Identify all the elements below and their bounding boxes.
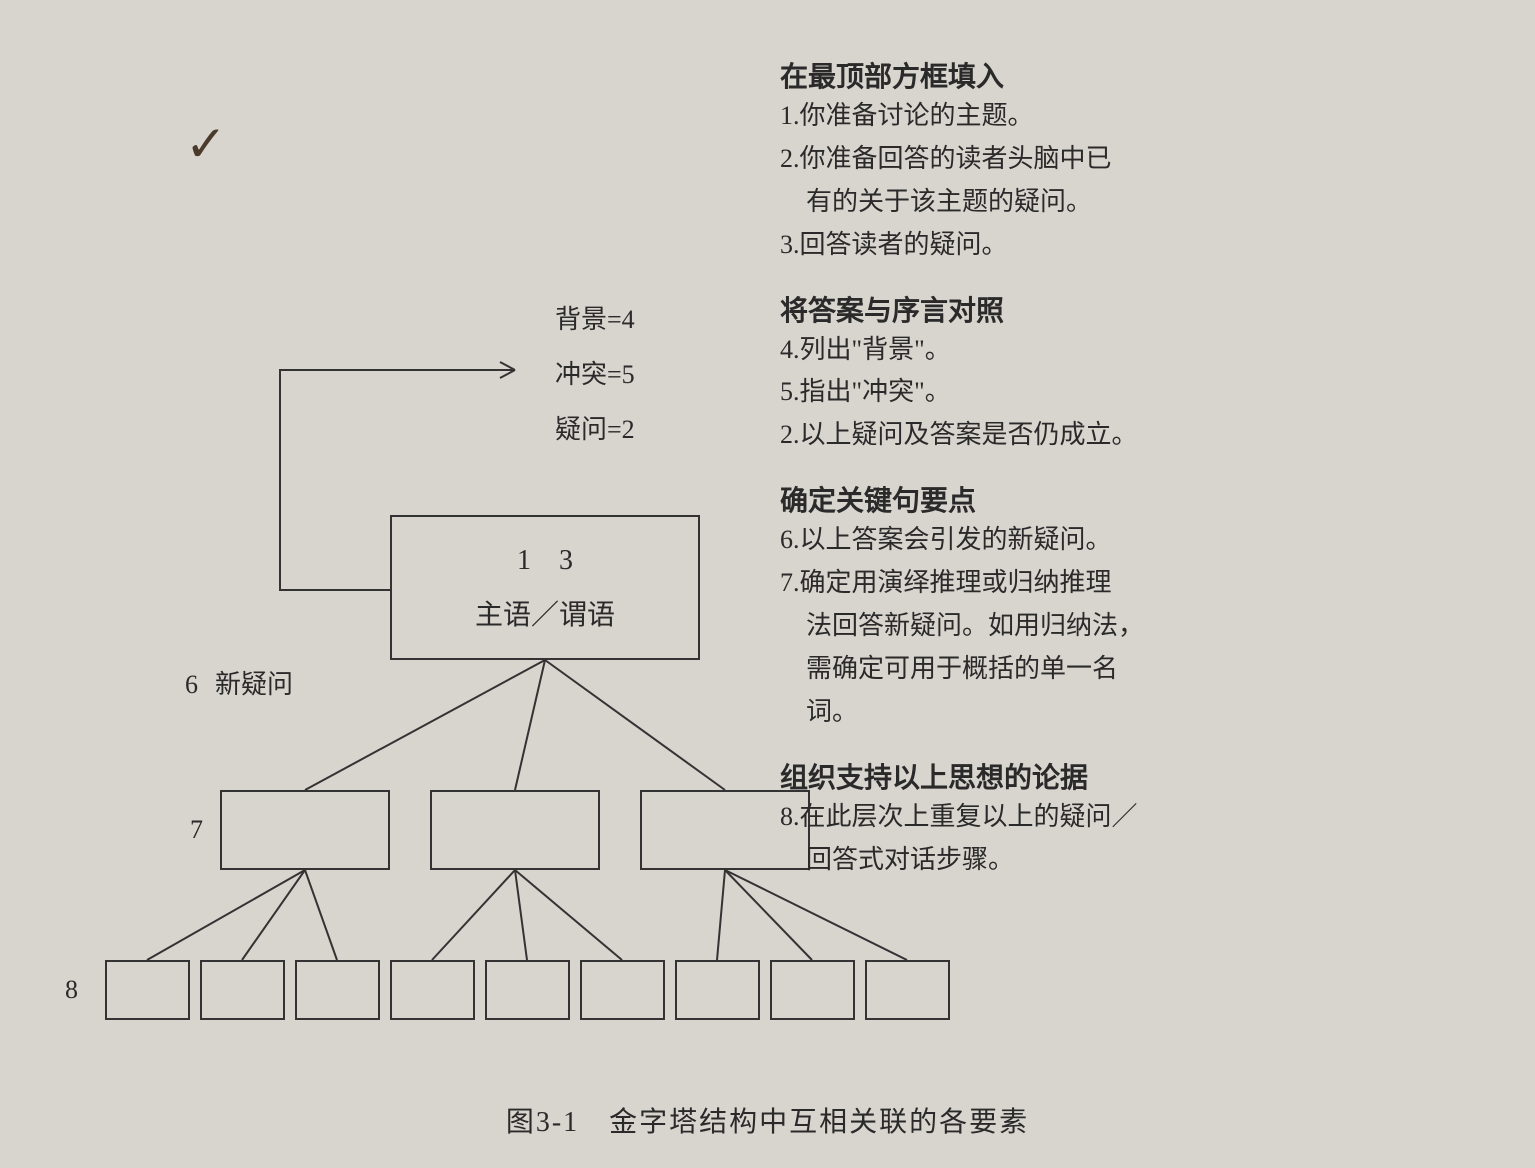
top-box bbox=[390, 515, 700, 660]
sec3-item2d: 词。 bbox=[780, 691, 1230, 734]
bot-box-4 bbox=[485, 960, 570, 1020]
label-six: 6 bbox=[185, 665, 198, 704]
sec4-item1a: 8.在此层次上重复以上的疑问／ bbox=[780, 796, 1230, 839]
sec2-item3: 2.以上疑问及答案是否仍成立。 bbox=[780, 414, 1230, 457]
sec2-item1: 4.列出"背景"。 bbox=[780, 329, 1230, 372]
sec2-heading: 将答案与序言对照 bbox=[780, 289, 1230, 329]
sec2-item2: 5.指出"冲突"。 bbox=[780, 371, 1230, 414]
sec4-heading: 组织支持以上思想的论据 bbox=[780, 756, 1230, 796]
top-box-line2: 主语／谓语 bbox=[390, 595, 700, 637]
sec3-item2b: 法回答新疑问。如用归纳法， bbox=[780, 605, 1230, 648]
bot-box-0 bbox=[105, 960, 190, 1020]
checkmark: ✓ bbox=[185, 115, 227, 173]
bot-box-6 bbox=[675, 960, 760, 1020]
sec1-item3: 3.回答读者的疑问。 bbox=[780, 224, 1230, 267]
sec3-item2c: 需确定可用于概括的单一名 bbox=[780, 648, 1230, 691]
sec3-item2a: 7.确定用演绎推理或归纳推理 bbox=[780, 562, 1230, 605]
sec1-heading: 在最顶部方框填入 bbox=[780, 55, 1230, 95]
bot-box-7 bbox=[770, 960, 855, 1020]
label-eight: 8 bbox=[65, 970, 78, 1009]
figure-caption: 图3-1 金字塔结构中互相关联的各要素 bbox=[0, 1100, 1535, 1140]
label-conflict: 冲突=5 bbox=[555, 355, 635, 394]
bot-box-5 bbox=[580, 960, 665, 1020]
sec3-heading: 确定关键句要点 bbox=[780, 479, 1230, 519]
label-bg: 背景=4 bbox=[555, 300, 635, 339]
sec1-item2b: 有的关于该主题的疑问。 bbox=[780, 181, 1230, 224]
sec1-item1: 1.你准备讨论的主题。 bbox=[780, 95, 1230, 138]
instructions-column: 在最顶部方框填入 1.你准备讨论的主题。 2.你准备回答的读者头脑中已 有的关于… bbox=[780, 55, 1230, 881]
label-question: 疑问=2 bbox=[555, 410, 635, 449]
top-box-line1: 1 3 bbox=[390, 540, 700, 582]
mid-box-0 bbox=[220, 790, 390, 870]
bot-box-3 bbox=[390, 960, 475, 1020]
bot-box-8 bbox=[865, 960, 950, 1020]
mid-box-1 bbox=[430, 790, 600, 870]
label-seven: 7 bbox=[190, 810, 203, 849]
sec3-item1: 6.以上答案会引发的新疑问。 bbox=[780, 519, 1230, 562]
sec1-item2a: 2.你准备回答的读者头脑中已 bbox=[780, 138, 1230, 181]
page-root: ✓ 1 3 主语／谓语 背景=4 冲突=5 疑问=2 6 新疑问 7 8 在最顶… bbox=[0, 0, 1535, 1168]
label-new-question: 新疑问 bbox=[215, 665, 293, 704]
bot-box-1 bbox=[200, 960, 285, 1020]
bot-box-2 bbox=[295, 960, 380, 1020]
sec4-item1b: 回答式对话步骤。 bbox=[780, 839, 1230, 882]
